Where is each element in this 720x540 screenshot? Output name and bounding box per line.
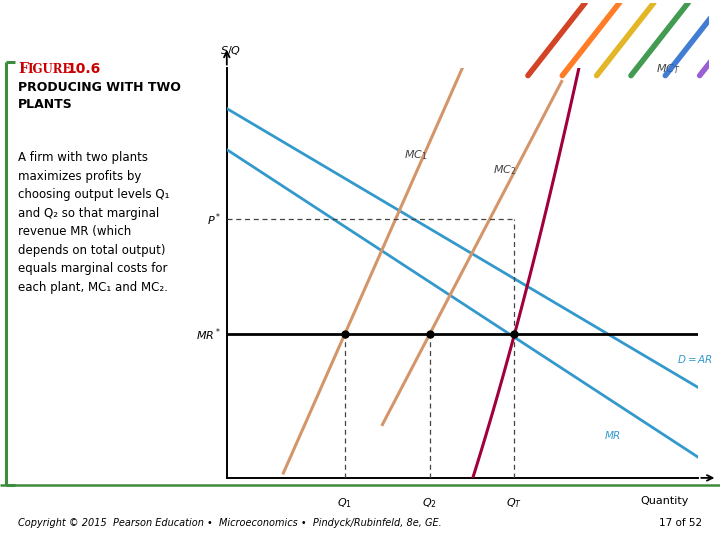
Text: IGURE: IGURE bbox=[27, 63, 72, 76]
Text: 17 of 52: 17 of 52 bbox=[659, 518, 702, 529]
Text: $MR^*$: $MR^*$ bbox=[196, 326, 221, 342]
Text: Quantity: Quantity bbox=[641, 496, 689, 507]
Text: Copyright © 2015  Pearson Education •  Microeconomics •  Pindyck/Rubinfeld, 8e, : Copyright © 2015 Pearson Education • Mic… bbox=[18, 518, 442, 529]
Text: $MC_2$: $MC_2$ bbox=[493, 164, 517, 178]
Text: 10.6: 10.6 bbox=[66, 62, 101, 76]
Text: $D = AR$: $D = AR$ bbox=[678, 353, 714, 365]
Text: F: F bbox=[18, 62, 28, 76]
Text: $P^*$: $P^*$ bbox=[207, 211, 221, 228]
Text: A firm with two plants
maximizes profits by
choosing output levels Q₁
and Q₂ so : A firm with two plants maximizes profits… bbox=[18, 151, 169, 294]
Text: $Q_2$: $Q_2$ bbox=[422, 496, 437, 510]
Text: $MR$: $MR$ bbox=[604, 429, 621, 441]
Text: $S/Q$: $S/Q$ bbox=[220, 44, 241, 57]
Text: PRODUCING WITH TWO
PLANTS: PRODUCING WITH TWO PLANTS bbox=[18, 81, 181, 111]
Text: $MC_1$: $MC_1$ bbox=[404, 148, 427, 162]
Text: $Q_1$: $Q_1$ bbox=[337, 496, 352, 510]
Text: $Q_T$: $Q_T$ bbox=[506, 496, 523, 510]
Text: $MC_T$: $MC_T$ bbox=[656, 62, 680, 76]
